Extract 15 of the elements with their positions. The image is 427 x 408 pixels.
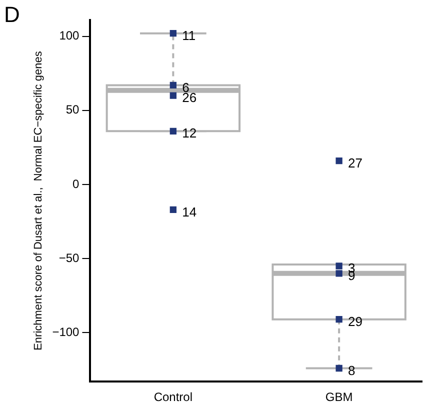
y-tick-label: 100 xyxy=(59,28,80,43)
annotation: 29 xyxy=(348,314,363,329)
annotation: 8 xyxy=(348,362,356,378)
annotation: 12 xyxy=(182,126,197,141)
y-tick-label: −100 xyxy=(52,325,80,340)
annotation: 14 xyxy=(182,204,197,220)
y-axis-title: Enrichment score of Dusart et al., Normal EC−specific genes xyxy=(32,50,45,350)
y-tick-label: −50 xyxy=(58,250,80,265)
text: D xyxy=(4,2,20,28)
annotation: 11 xyxy=(182,28,196,43)
annotation: 27 xyxy=(348,155,363,170)
x-tick-label: GBM xyxy=(325,390,353,404)
y-tick-label: 50 xyxy=(66,102,80,117)
y-tick-label: 0 xyxy=(72,176,80,191)
x-tick-label: Control xyxy=(154,390,193,404)
